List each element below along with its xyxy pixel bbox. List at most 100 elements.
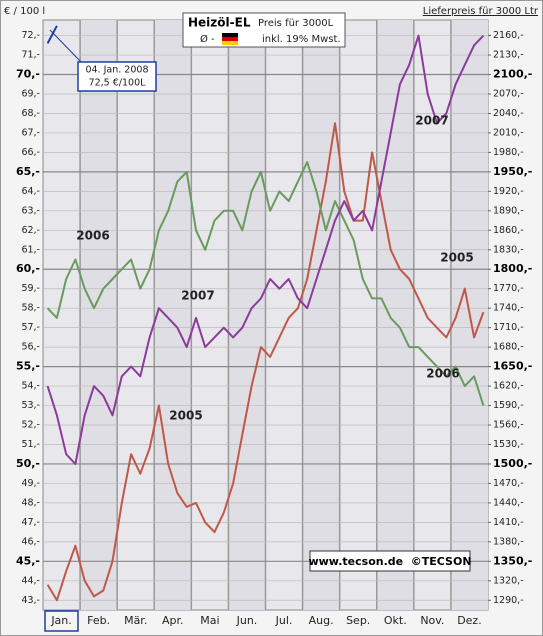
y-tick-label: 58,-: [21, 303, 40, 314]
y2-tick-label: 2100,-: [493, 68, 532, 81]
y2-tick-label: 1860,-: [493, 225, 524, 236]
x-tick-label: Apr.: [162, 614, 184, 627]
x-tick-label: Mai: [200, 614, 219, 627]
y-tick-label: 46,-: [21, 536, 40, 547]
y2-tick-label: 1380,-: [493, 536, 524, 547]
tax-note: inkl. 19% Mwst.: [262, 34, 341, 45]
y2-tick-label: 1980,-: [493, 147, 524, 158]
month-band: [302, 20, 340, 610]
x-tick-label: Sep.: [346, 614, 370, 627]
y-tick-label: 55,-: [16, 360, 40, 373]
y2-tick-label: 1800,-: [493, 262, 532, 275]
y2-tick-label: 1770,-: [493, 283, 524, 294]
y2-tick-label: 2040,-: [493, 108, 524, 119]
y2-tick-label: 1560,-: [493, 420, 524, 431]
y-tick-label: 57,-: [21, 322, 40, 333]
grid: [43, 20, 488, 610]
y2-tick-label: 1830,-: [493, 244, 524, 255]
y2-tick-label: 1500,-: [493, 457, 532, 470]
series-line: [46, 25, 58, 44]
lines: [46, 25, 485, 602]
series-line: [46, 161, 485, 406]
annotation-pointer: [49, 29, 83, 64]
x-tick-label: Jan.: [50, 614, 71, 627]
y-tick-label: 69,-: [21, 88, 40, 99]
annotation-box: [77, 61, 157, 92]
y2-tick-label: 1440,-: [493, 497, 524, 508]
month-band: [228, 20, 266, 610]
series-line: [46, 122, 485, 602]
y-tick-label: 49,-: [21, 478, 40, 489]
y-tick-label: 45,-: [16, 554, 40, 567]
flag-icon: [222, 33, 238, 45]
y-tick-label: 72,-: [21, 30, 40, 41]
y-tick-label: 66,-: [21, 147, 40, 158]
y2-axis-label: Lieferpreis für 3000 Ltr: [423, 6, 539, 17]
chart-subtitle: Preis für 3000L: [258, 18, 334, 29]
y-tick-label: 67,-: [21, 127, 40, 138]
legend-prefix: Ø -: [200, 33, 215, 45]
source-box: [309, 550, 471, 572]
y-tick-label: 51,-: [21, 439, 40, 450]
y-tick-label: 47,-: [21, 517, 40, 528]
y2-tick-label: 1470,-: [493, 478, 524, 489]
x-tick-label: Nov.: [420, 614, 444, 627]
source: www.tecson.de ©TECSON: [308, 555, 471, 568]
y2-tick-label: 1350,-: [493, 554, 532, 567]
series-label: 2006: [426, 367, 459, 381]
y2-tick-label: 1290,-: [493, 595, 524, 606]
month-band: [80, 20, 118, 610]
month-band: [154, 20, 192, 610]
y2-tick-label: 1950,-: [493, 165, 532, 178]
y-axis-label: € / 100 l: [4, 6, 45, 17]
y-tick-label: 44,-: [21, 575, 40, 586]
y-tick-label: 50,-: [16, 457, 40, 470]
y-tick-label: 56,-: [21, 342, 40, 353]
x-tick-label: Mär.: [124, 614, 147, 627]
y2-tick-label: 1590,-: [493, 400, 524, 411]
month-selector[interactable]: [44, 610, 79, 632]
y-tick-label: 43,-: [21, 595, 40, 606]
y-tick-label: 60,-: [16, 262, 40, 275]
y2-tick-label: 1650,-: [493, 360, 532, 373]
series-line: [46, 34, 485, 465]
y-tick-label: 54,-: [21, 381, 40, 392]
series-label: 2005: [169, 409, 202, 423]
annotation-line: 04. Jan. 2008: [86, 65, 149, 76]
y-tick-label: 52,-: [21, 420, 40, 431]
x-tick-label: Jun.: [236, 614, 258, 627]
x-tick-label: Jul.: [275, 614, 293, 627]
y-tick-label: 68,-: [21, 108, 40, 119]
y2-tick-label: 1920,-: [493, 186, 524, 197]
y2-tick-label: 1740,-: [493, 303, 524, 314]
y2-tick-label: 2130,-: [493, 50, 524, 61]
y-tick-label: 71,-: [21, 50, 40, 61]
y-tick-label: 65,-: [16, 165, 40, 178]
x-tick-label: Aug.: [309, 614, 334, 627]
x-tick-label: Dez.: [457, 614, 482, 627]
y2-tick-label: 1890,-: [493, 205, 524, 216]
y-tick-label: 64,-: [21, 186, 40, 197]
y2-tick-label: 2160,-: [493, 30, 524, 41]
y2-tick-label: 2010,-: [493, 127, 524, 138]
y2-tick-label: 1530,-: [493, 439, 524, 450]
series-label: 2005: [440, 251, 473, 265]
y2-tick-label: 2070,-: [493, 88, 524, 99]
y-tick-label: 61,-: [21, 244, 40, 255]
series-label: 2007: [181, 289, 214, 303]
y2-tick-label: 1680,-: [493, 342, 524, 353]
x-tick-label: Feb.: [87, 614, 110, 627]
annotation-line: 72,5 €/100L: [89, 78, 147, 89]
header-box: [182, 12, 346, 48]
y-tick-label: 59,-: [21, 283, 40, 294]
chart-title: Heizöl-EL: [188, 16, 251, 30]
y-tick-label: 48,-: [21, 497, 40, 508]
x-tick-label: Okt.: [384, 614, 407, 627]
y-tick-label: 53,-: [21, 400, 40, 411]
month-band: [376, 20, 414, 610]
y-tick-label: 62,-: [21, 225, 40, 236]
y2-tick-label: 1320,-: [493, 575, 524, 586]
series-label: 2006: [76, 229, 109, 243]
series-label: 2007: [415, 114, 448, 128]
